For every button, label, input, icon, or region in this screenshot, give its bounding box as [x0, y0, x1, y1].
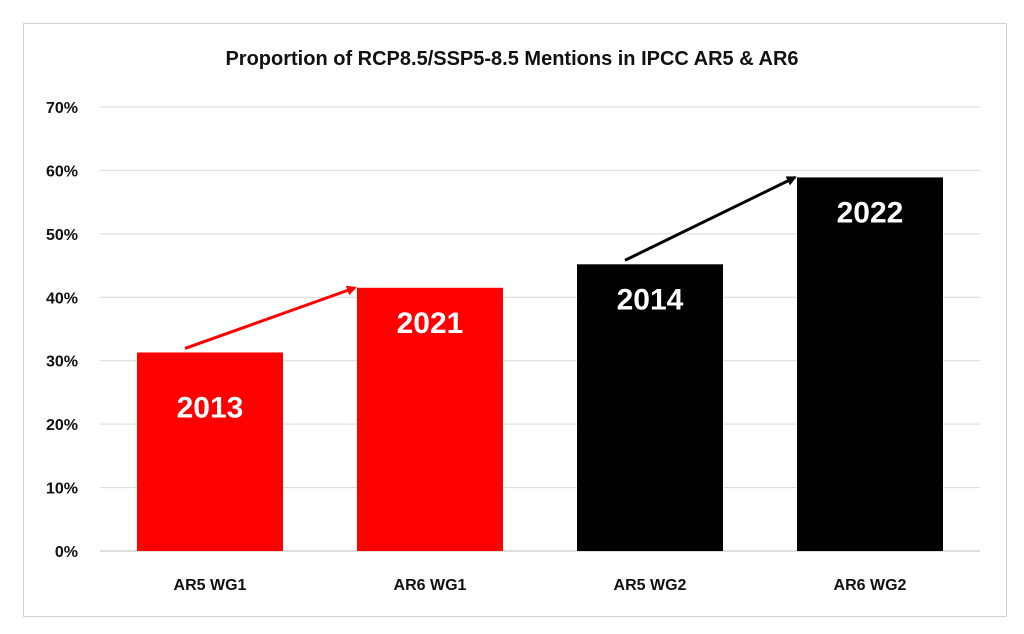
y-tick-label: 0% [55, 544, 78, 561]
chart-title: Proportion of RCP8.5/SSP5-8.5 Mentions i… [225, 48, 799, 70]
x-category-label: AR5 WG2 [614, 577, 687, 594]
y-tick-label: 30% [46, 354, 78, 371]
bar-year-label: 2021 [397, 307, 464, 340]
y-tick-label: 70% [46, 100, 78, 117]
bar-year-label: 2014 [617, 283, 684, 316]
bar [357, 287, 503, 551]
y-tick-label: 40% [46, 290, 78, 307]
y-tick-label: 50% [46, 227, 78, 244]
bar-year-label: 2022 [837, 196, 904, 229]
y-tick-label: 10% [46, 481, 78, 498]
x-category-label: AR6 WG2 [834, 577, 907, 594]
y-tick-label: 20% [46, 417, 78, 434]
x-category-label: AR6 WG1 [394, 577, 467, 594]
bar [137, 352, 283, 551]
trend-arrow [624, 176, 797, 262]
x-category-label: AR5 WG1 [174, 577, 247, 594]
y-tick-label: 60% [46, 163, 78, 180]
bar [577, 264, 723, 551]
trend-arrow [184, 285, 357, 350]
bar-year-label: 2013 [177, 391, 244, 424]
bar [797, 177, 943, 552]
